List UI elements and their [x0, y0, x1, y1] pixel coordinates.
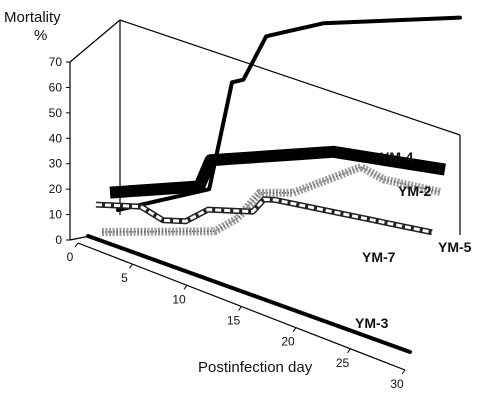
series-label-ym-7: YM-7: [362, 249, 396, 265]
x-tick-label: 30: [390, 377, 404, 391]
series-label-ym-5: YM-5: [438, 239, 472, 255]
x-tick-mark: [74, 242, 79, 248]
y-tick-label: 70: [49, 55, 63, 69]
y-tick-label: 30: [49, 157, 63, 171]
y-axis-title-line2: %: [34, 27, 47, 44]
series-ym-7: [95, 196, 433, 236]
side-wall-top-edge: [69, 19, 121, 63]
y-tick-label: 40: [49, 131, 63, 145]
series-ym-5: [101, 162, 441, 236]
series-ym-3: [86, 234, 412, 354]
x-tick-label: 25: [336, 356, 350, 370]
series-ym-4: [116, 15, 462, 212]
series-label-ym-2: YM-2: [398, 183, 432, 199]
x-tick-label: 0: [67, 250, 74, 264]
x-tick-mark: [347, 348, 351, 354]
x-tick-label: 15: [227, 314, 241, 328]
x-axis-ticks: 0 5 10 15 20 25 30: [67, 242, 406, 391]
series-band: [109, 145, 446, 199]
y-axis-ticks: 0 10 20 30 40 50 60 70: [49, 55, 70, 247]
series-band: [101, 162, 441, 236]
y-tick-label: 50: [49, 106, 63, 120]
y-tick-label: 20: [49, 182, 63, 196]
y-tick-label: 10: [49, 208, 63, 222]
y-axis-title-line1: Mortality: [4, 9, 61, 26]
x-axis-title: Postinfection day: [198, 359, 313, 376]
series-ym-2: [109, 145, 446, 199]
y-tick-label: 60: [49, 80, 63, 94]
x-tick-label: 20: [281, 335, 295, 349]
x-tick-label: 5: [121, 271, 128, 285]
series-layer: [86, 15, 462, 354]
series-line: [86, 234, 412, 354]
x-tick-mark: [129, 263, 133, 269]
x-tick-mark: [292, 327, 297, 332]
x-tick-label: 10: [172, 292, 186, 306]
series-label-ym-4: YM-4: [380, 149, 414, 165]
y-tick-label: 0: [55, 233, 62, 247]
back-wall-top-edge: [119, 19, 461, 136]
x-tick-mark: [183, 285, 188, 290]
series-label-ym-3: YM-3: [355, 315, 389, 331]
series-dash: [95, 197, 433, 234]
series-line: [116, 15, 462, 212]
x-tick-mark: [401, 369, 406, 375]
x-tick-mark: [238, 306, 242, 311]
